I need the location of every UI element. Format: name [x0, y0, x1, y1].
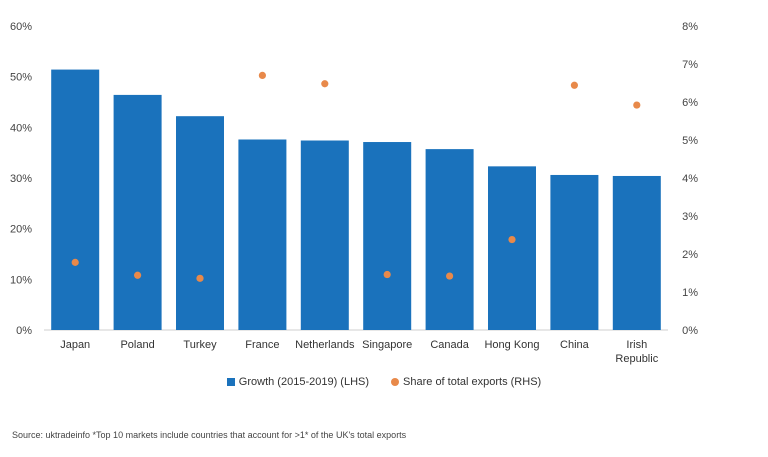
left-tick-label: 0%: [16, 325, 32, 337]
category-label: Japan: [60, 339, 90, 351]
combo-chart: 0%10%20%30%40%50%60% 0%1%2%3%4%5%6%7%8% …: [10, 21, 698, 365]
right-tick-label: 6%: [682, 97, 698, 109]
right-tick-label: 8%: [682, 21, 698, 33]
right-tick-label: 7%: [682, 59, 698, 71]
category-label: Irish: [626, 339, 647, 351]
bar: [488, 166, 536, 330]
category-label: Hong Kong: [484, 339, 539, 351]
share-point: [258, 71, 266, 79]
right-axis: 0% 1% 2% 3% 4% 5% 6% 7% 8%: [682, 21, 698, 337]
legend-dot-swatch: [391, 378, 400, 386]
bar: [176, 116, 224, 330]
category-label: Poland: [120, 339, 154, 351]
bar: [612, 175, 661, 330]
left-tick-label: 10%: [10, 274, 32, 286]
legend-label-share: Share of total exports (RHS): [403, 376, 542, 388]
bar: [363, 142, 412, 330]
bars-group: [51, 69, 661, 330]
category-label: Singapore: [362, 339, 412, 351]
bar: [425, 149, 474, 330]
left-tick-label: 30%: [10, 173, 32, 185]
left-tick-label: 50%: [10, 72, 32, 84]
bar: [550, 174, 599, 330]
category-label: Turkey: [183, 339, 217, 351]
bar: [238, 139, 287, 330]
share-point: [71, 258, 79, 266]
dots-group: [71, 71, 641, 282]
right-tick-label: 2%: [682, 249, 698, 261]
bar: [300, 140, 349, 330]
legend-item-growth: Growth (2015-2019) (LHS): [226, 376, 370, 388]
category-label: China: [560, 339, 590, 351]
category-label: France: [245, 339, 279, 351]
share-point: [508, 235, 516, 244]
legend-item-share: Share of total exports (RHS): [391, 376, 541, 388]
legend-label-growth: Growth (2015-2019) (LHS): [238, 376, 370, 388]
share-point: [383, 270, 391, 279]
category-label: Republic: [615, 353, 658, 365]
share-point: [446, 272, 454, 280]
bar: [51, 69, 100, 330]
share-point: [321, 80, 329, 88]
share-point: [134, 271, 142, 279]
right-tick-label: 5%: [682, 135, 698, 147]
right-tick-label: 4%: [682, 173, 698, 185]
right-tick-label: 1%: [682, 287, 698, 299]
right-tick-label: 3%: [682, 211, 698, 223]
bar: [113, 94, 162, 330]
share-point: [633, 101, 641, 109]
category-label: Canada: [430, 339, 469, 351]
legend: Growth (2015-2019) (LHS) Share of total …: [0, 376, 768, 388]
category-labels: Japan Poland Turkey France Netherlands Singap…: [60, 339, 658, 365]
source-note: Source: uktradeinfo *Top 10 markets incl…: [12, 430, 407, 440]
left-tick-label: 40%: [10, 122, 32, 134]
share-point: [570, 81, 579, 89]
share-point: [196, 274, 204, 282]
left-tick-label: 60%: [10, 21, 32, 33]
category-label: Netherlands: [295, 339, 355, 351]
left-tick-label: 20%: [10, 224, 32, 236]
legend-bar-swatch: [226, 378, 235, 386]
right-tick-label: 0%: [682, 325, 698, 337]
